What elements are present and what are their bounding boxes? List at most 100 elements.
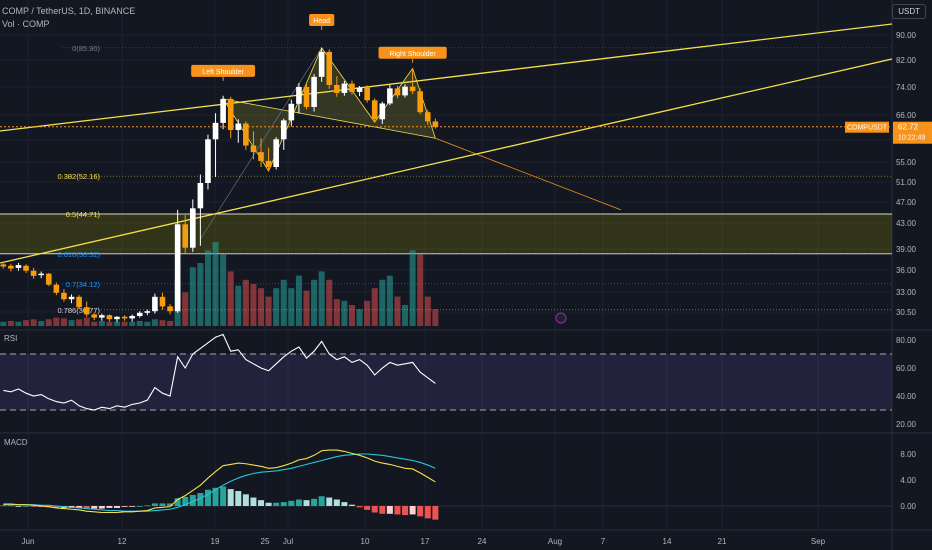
candle-body [424,112,431,122]
volume-bar [136,320,143,326]
candle-body [387,88,393,104]
macd-histogram-bar [0,505,7,507]
candle-body [23,265,29,271]
volume-bar [0,321,7,326]
candle-body [371,100,378,120]
macd-histogram-bar [91,506,98,509]
fib-level-label: 0.7(34.12) [66,280,101,289]
volume-bar [311,279,318,326]
volume-bar [53,317,60,326]
macd-histogram-bar [98,506,105,509]
volume-bar [371,288,378,326]
macd-histogram-bar [53,506,60,508]
volume-bar [30,319,37,326]
candle-body [356,87,363,92]
candle-body [258,152,264,161]
macd-histogram-bar [220,486,227,506]
candle-body [409,86,416,92]
macd-histogram-bar [348,504,355,506]
last-price-badge [893,121,932,144]
fib-level-label: 0.5(44.71) [66,210,101,219]
symbol-price-badge [845,121,889,133]
candle-body [8,265,14,269]
rsi-axis-tick: 60.00 [896,364,917,373]
candle-body [235,123,242,130]
candle-body [144,311,151,313]
volume-indicator-label: Vol · COMP [2,19,50,29]
candle-body [121,316,128,319]
time-axis-tick: 24 [478,537,487,546]
macd-histogram-bar [417,506,424,517]
volume-bar [38,320,45,326]
macd-pane-label: MACD [4,438,28,447]
pattern-label-badge [309,13,335,26]
rsi-line [3,333,436,411]
candle-body [265,160,272,167]
candle-body [45,273,52,285]
volume-bar [197,263,204,326]
candle-body [318,51,325,77]
macd-axis-tick: 4.00 [900,476,916,485]
candle-body [394,88,401,96]
price-axis-tick: 82.00 [896,56,917,65]
macd-histogram-bar [333,499,340,506]
macd-histogram-bar [129,506,136,507]
volume-bar [417,254,424,326]
candle-body [83,307,90,315]
price-axis-tick: 43.00 [896,219,917,228]
candle-body [174,224,181,312]
candle-body [38,273,44,276]
pattern-label-text: Right Shoulder [389,51,436,58]
candle-body [296,87,302,104]
macd-histogram-bar [364,506,371,510]
candle-body [402,86,408,96]
volume-bar [356,309,363,326]
candle-body [364,87,370,101]
macd-histogram-bar [242,494,249,506]
fib-level-label: 0(85.90) [72,44,100,53]
price-axis-tick: 33.00 [896,288,917,297]
volume-bar [114,321,120,326]
candle-body [91,314,98,318]
volume-bar [182,292,189,326]
macd-histogram-bar [182,496,189,506]
candle-body [243,123,249,146]
macd-signal-line [3,453,436,512]
volume-bar [227,271,234,326]
macd-histogram-bar [341,502,348,506]
volume-bar [144,321,151,326]
candle-body [227,98,234,130]
rsi-axis-tick: 40.00 [896,392,917,401]
volume-bar [295,275,302,326]
volume-bar [379,279,386,326]
candle-body [349,83,355,92]
candle-body [99,315,105,318]
upper-trendline [0,23,893,132]
time-axis-tick: 19 [211,537,220,546]
time-axis-tick: Aug [548,537,562,546]
macd-histogram-bar [30,506,37,507]
volume-bar [333,299,340,326]
macd-histogram-bar [432,506,439,520]
time-axis-tick: 25 [261,537,270,546]
macd-histogram-bar [402,506,409,516]
candle-body [68,296,75,300]
macd-line [3,449,436,514]
volume-bar [98,320,105,326]
candle-body [30,270,37,276]
currency-selector[interactable]: USDT [892,4,926,19]
macd-histogram-bar [379,506,386,514]
candle-body [197,183,204,209]
macd-histogram-bar [424,506,431,519]
price-axis-tick: 51.00 [896,178,917,187]
pattern-label-text: Left Shoulder [202,69,244,76]
macd-histogram-bar [189,494,196,506]
lightning-icon [555,312,567,324]
candle-body [311,76,317,107]
volume-bar [167,320,174,326]
macd-histogram-bar [356,506,363,508]
candle-body [303,87,310,107]
price-axis-tick: 36.00 [896,266,917,275]
macd-histogram-bar [167,503,174,506]
